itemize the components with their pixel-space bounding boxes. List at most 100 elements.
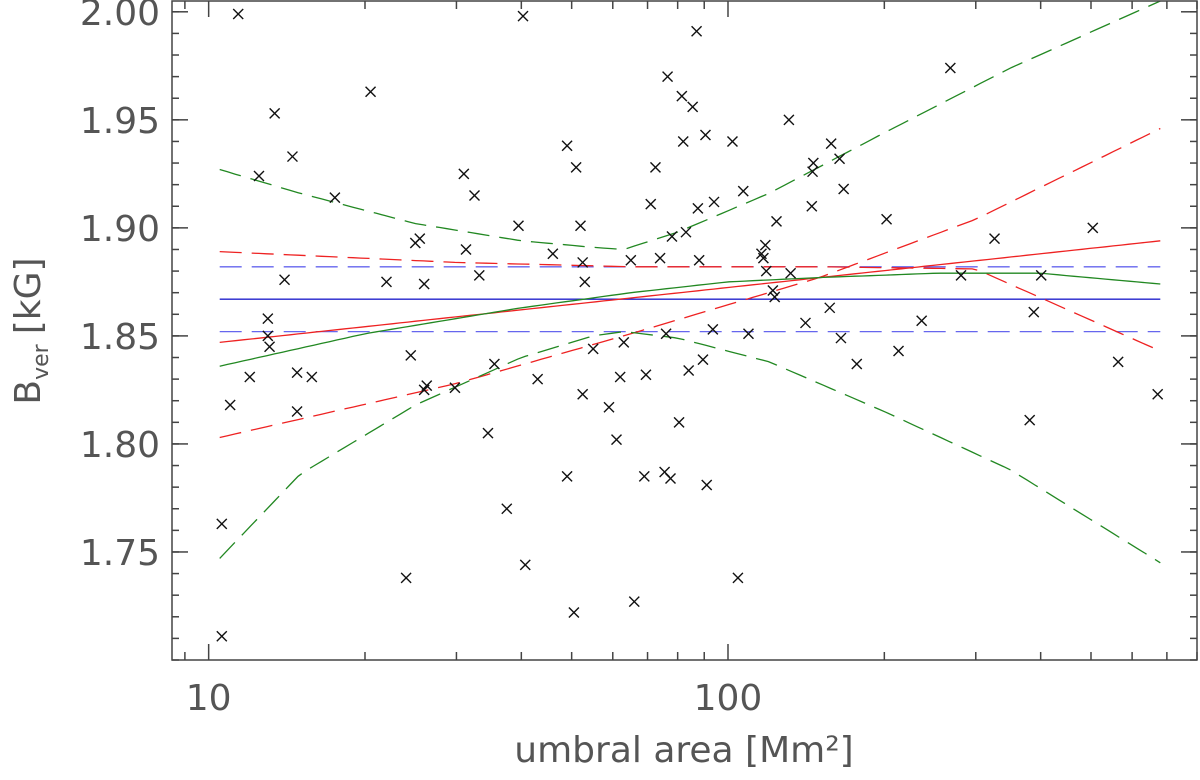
data-point-42 — [575, 220, 586, 232]
data-point-5 — [253, 170, 265, 182]
data-point-43 — [577, 256, 589, 268]
data-point-55 — [645, 198, 657, 210]
data-point-86 — [769, 291, 781, 303]
axis-ticks: 1.75 1.80 1.85 1.90 1.95 2.00 10 100 — [80, 0, 1198, 719]
data-point-107 — [1028, 306, 1040, 318]
data-point-79 — [737, 185, 749, 197]
data-point-72 — [697, 354, 709, 366]
data-point-13 — [291, 406, 303, 418]
data-point-24 — [421, 380, 433, 392]
fit-curve-4 — [219, 250, 1161, 352]
data-point-74 — [701, 479, 713, 491]
data-point-16 — [365, 86, 377, 98]
data-point-57 — [654, 252, 666, 264]
y-tick-label-3: 1.90 — [80, 209, 160, 250]
data-point-18 — [400, 572, 412, 584]
data-point-29 — [473, 269, 485, 281]
data-point-77 — [726, 135, 738, 147]
data-point-94 — [824, 302, 836, 314]
y-axis-title-subscript: ver — [29, 343, 54, 380]
y-tick-label-0: 1.75 — [80, 533, 160, 574]
data-point-89 — [785, 267, 797, 279]
data-point-96 — [834, 153, 846, 165]
data-point-15 — [329, 192, 341, 204]
y-axis-title: Bver [kG] — [8, 257, 54, 404]
data-point-108 — [1035, 269, 1047, 281]
data-point-109 — [1087, 222, 1099, 234]
data-point-21 — [414, 233, 426, 245]
data-point-88 — [783, 114, 795, 126]
data-point-45 — [579, 276, 591, 288]
data-point-52 — [628, 596, 640, 608]
data-point-91 — [806, 200, 818, 212]
data-point-69 — [691, 25, 703, 37]
data-point-78 — [732, 572, 744, 584]
data-point-2 — [224, 399, 236, 411]
data-point-3 — [232, 8, 244, 20]
data-point-19 — [405, 349, 417, 361]
data-point-80 — [742, 328, 754, 340]
data-point-31 — [488, 358, 500, 370]
data-point-53 — [638, 470, 650, 482]
data-point-12 — [291, 367, 303, 379]
data-point-82 — [757, 252, 769, 264]
data-point-65 — [677, 135, 689, 147]
data-point-60 — [662, 71, 674, 83]
data-point-101 — [893, 345, 905, 357]
data-point-17 — [380, 276, 392, 288]
data-point-85 — [767, 285, 779, 297]
data-point-8 — [264, 341, 276, 353]
data-point-76 — [708, 196, 720, 208]
data-point-33 — [512, 220, 524, 232]
y-tick-label-5: 2.00 — [80, 0, 160, 34]
data-point-61 — [665, 473, 676, 484]
data-point-103 — [944, 62, 956, 74]
data-point-37 — [547, 248, 559, 260]
data-point-54 — [640, 369, 652, 381]
data-point-36 — [532, 373, 544, 385]
data-point-70 — [692, 202, 704, 214]
data-point-22 — [418, 278, 430, 290]
data-point-26 — [458, 168, 470, 180]
data-point-48 — [611, 434, 623, 446]
data-point-66 — [680, 226, 692, 238]
data-point-38 — [561, 470, 573, 482]
data-point-11 — [286, 151, 298, 163]
y-axis-title-unit: [kG] — [8, 257, 49, 334]
data-point-0 — [216, 630, 228, 642]
data-point-30 — [482, 427, 494, 439]
y-tick-label-4: 1.95 — [80, 101, 160, 142]
data-point-92 — [807, 166, 819, 178]
y-axis-title-symbol: B — [8, 380, 49, 405]
data-points — [216, 8, 1164, 642]
data-point-84 — [760, 265, 772, 277]
data-point-46 — [587, 343, 599, 355]
data-point-35 — [519, 559, 531, 571]
data-point-59 — [660, 328, 672, 340]
x-tick-label-1: 100 — [694, 678, 763, 719]
data-point-14 — [306, 371, 318, 383]
data-point-28 — [469, 189, 480, 201]
data-point-111 — [1152, 388, 1164, 400]
data-point-110 — [1112, 356, 1124, 368]
data-point-93 — [807, 157, 819, 169]
data-point-62 — [666, 231, 678, 243]
plot-frame — [171, 0, 1198, 661]
data-point-73 — [699, 129, 711, 141]
data-point-40 — [568, 606, 580, 618]
fit-curve-3 — [219, 240, 1161, 344]
data-point-83 — [759, 239, 771, 251]
data-point-47 — [603, 401, 615, 413]
x-axis-title: umbral area [Mm²] — [514, 730, 853, 771]
fit-curve-7 — [219, 0, 1161, 250]
data-point-44 — [577, 388, 589, 400]
data-point-106 — [1024, 414, 1036, 426]
data-point-50 — [618, 336, 630, 348]
data-point-102 — [916, 315, 928, 327]
fit-curve-5 — [219, 127, 1161, 439]
data-point-99 — [851, 358, 863, 370]
data-point-56 — [649, 161, 661, 173]
data-point-41 — [570, 161, 582, 173]
data-point-10 — [279, 274, 291, 286]
